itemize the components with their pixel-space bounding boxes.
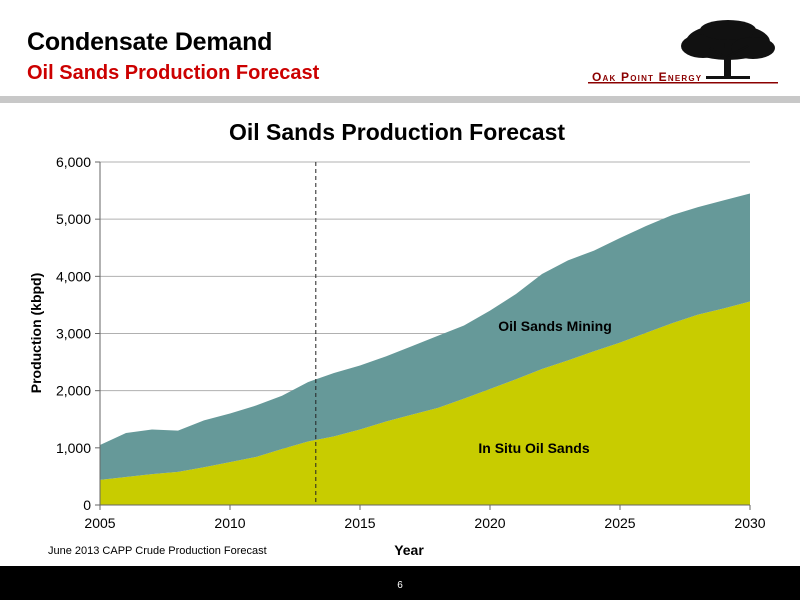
y-axis-label: Production (kbpd) — [28, 273, 44, 394]
x-tick-label-2: 2015 — [344, 515, 375, 531]
y-tick-label-0: 0 — [83, 497, 91, 513]
y-tick-label-4: 4,000 — [56, 268, 91, 284]
x-tick-label-5: 2030 — [734, 515, 765, 531]
source-note: June 2013 CAPP Crude Production Forecast — [48, 545, 267, 557]
slide-subtitle: Oil Sands Production Forecast — [27, 62, 320, 84]
page-number: 6 — [397, 580, 403, 591]
y-tick-label-1: 1,000 — [56, 440, 91, 456]
x-tick-label-0: 2005 — [84, 515, 115, 531]
chart-areas — [100, 193, 750, 505]
y-tick-label-3: 3,000 — [56, 326, 91, 342]
tree-icon — [588, 20, 778, 84]
x-axis-label: Year — [394, 542, 424, 558]
y-tick-label-5: 5,000 — [56, 211, 91, 227]
x-tick-labels: 2005 2010 2015 2020 2025 2030 — [84, 505, 766, 531]
production-forecast-chart: Oil Sands Production Forecast 0 1,000 2,00… — [28, 119, 766, 558]
area-series-0 — [100, 301, 750, 505]
series-label-mining: Oil Sands Mining — [498, 318, 612, 334]
company-logo-text: Oak Point Energy — [592, 70, 703, 84]
x-tick-label-3: 2020 — [474, 515, 505, 531]
chart-title: Oil Sands Production Forecast — [229, 119, 565, 145]
x-tick-label-1: 2010 — [214, 515, 245, 531]
series-label-in-situ: In Situ Oil Sands — [478, 440, 589, 456]
header-divider — [0, 96, 800, 103]
y-tick-label-6: 6,000 — [56, 154, 91, 170]
y-tick-label-2: 2,000 — [56, 383, 91, 399]
slide-title: Condensate Demand — [27, 28, 273, 56]
area-series-1 — [100, 193, 750, 480]
footer-bar: 6 — [0, 566, 800, 600]
x-tick-label-4: 2025 — [604, 515, 635, 531]
y-tick-labels: 0 1,000 2,000 3,000 4,000 5,000 6,000 — [56, 154, 100, 513]
